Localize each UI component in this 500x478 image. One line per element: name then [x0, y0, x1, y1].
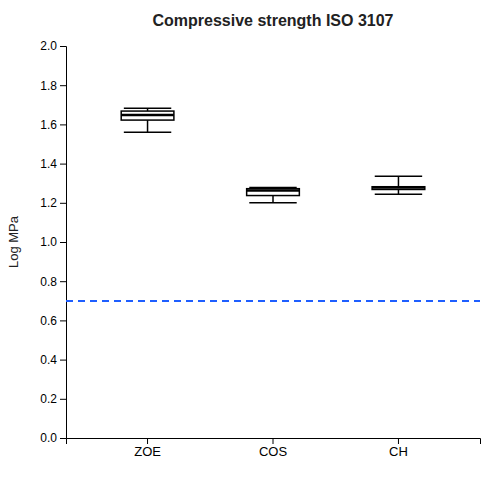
box-group: [372, 176, 425, 194]
title: Compressive strength ISO 3107: [153, 12, 394, 29]
y-tick-mark: [60, 438, 66, 439]
x-tick: COS: [259, 438, 288, 459]
plot-area: [66, 108, 480, 301]
y-tick-mark: [60, 203, 66, 204]
median: [121, 114, 174, 117]
y-tick-label: 1.0: [40, 235, 57, 249]
chart: 0.0 0.2 0.4 0.6 0.8 1.0 1.2 1.4 1.6 1.8 2.0 ZOE COS C…: [0, 0, 500, 478]
y-tick-label: 0.4: [40, 353, 57, 367]
y-tick-mark: [60, 46, 66, 47]
x-tick-label: ZOE: [134, 444, 161, 459]
y-tick-label: 0.2: [40, 392, 57, 406]
y-tick-mark: [60, 242, 66, 243]
y-tick-mark: [60, 164, 66, 165]
x-axis: ZOE COS CH: [67, 438, 481, 459]
y-tick-mark: [60, 320, 66, 321]
y-tick: 1.8: [40, 79, 66, 93]
x-tick: ZOE: [134, 438, 161, 459]
y-tick: 0.4: [40, 353, 66, 367]
x-tick: CH: [389, 438, 408, 459]
y-tick-mark: [60, 281, 66, 282]
y-axis-title: Log MPa: [6, 215, 21, 268]
cap-upper: [124, 108, 171, 110]
y-tick-mark: [60, 85, 66, 86]
y-tick-label: 0.0: [40, 431, 57, 445]
box-group: [247, 188, 300, 203]
y-tick: 1.4: [40, 157, 66, 171]
x-tick-label: COS: [259, 444, 288, 459]
y-tick-label: 1.2: [40, 196, 57, 210]
whisker-lower: [147, 120, 149, 132]
cap-lower: [375, 194, 422, 196]
box: [372, 187, 425, 190]
y-tick: 0.8: [40, 275, 66, 289]
y-tick-label: 1.8: [40, 79, 57, 93]
median: [372, 186, 425, 189]
cap-upper: [375, 176, 422, 178]
y-axis: 0.0 0.2 0.4 0.6 0.8 1.0 1.2 1.4 1.6 1.8 2.0: [40, 39, 66, 445]
x-tick-mark: [147, 438, 148, 444]
box-group: [121, 108, 174, 132]
x-tick-label: CH: [389, 444, 408, 459]
box: [121, 111, 174, 120]
cap-lower: [249, 202, 296, 204]
y-tick: 0.0: [40, 431, 66, 445]
x-axis-line: [67, 439, 481, 445]
y-tick-label: 1.6: [40, 118, 57, 132]
y-tick: 1.0: [40, 235, 66, 249]
x-tick-mark: [273, 438, 274, 444]
median: [247, 189, 300, 192]
y-tick-mark: [60, 360, 66, 361]
y-tick-label: 0.6: [40, 314, 57, 328]
reference-line: [66, 300, 480, 302]
y-tick-mark: [60, 399, 66, 400]
y-tick: 1.2: [40, 196, 66, 210]
y-tick: 1.6: [40, 118, 66, 132]
y-tick-label: 0.8: [40, 275, 57, 289]
box: [247, 189, 300, 196]
y-tick-label: 2.0: [40, 39, 57, 53]
x-tick-mark: [398, 438, 399, 444]
whisker-upper: [398, 176, 400, 186]
y-axis-line: [60, 47, 67, 439]
y-tick: 2.0: [40, 39, 66, 53]
y-tick: 0.2: [40, 392, 66, 406]
y-tick-mark: [60, 124, 66, 125]
y-tick: 0.6: [40, 314, 66, 328]
whisker-lower: [272, 196, 274, 203]
y-tick-label: 1.4: [40, 157, 57, 171]
cap-lower: [124, 131, 171, 133]
